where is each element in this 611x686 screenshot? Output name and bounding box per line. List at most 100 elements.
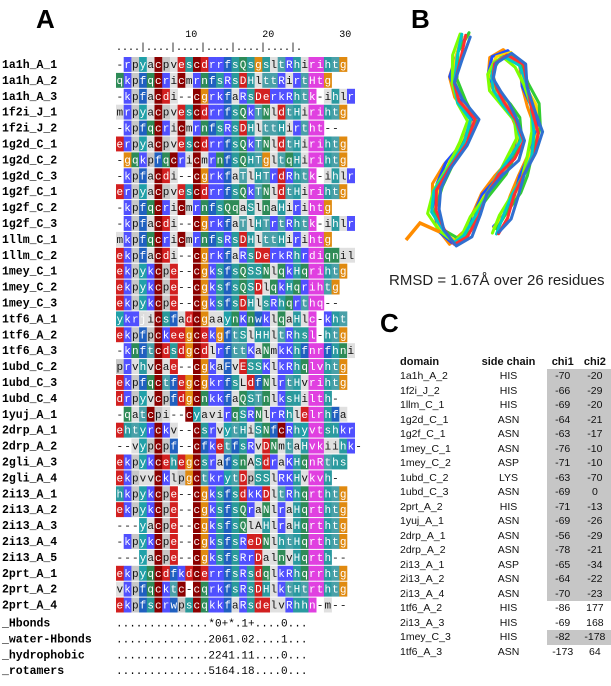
residue-cell (323, 359, 332, 374)
residue-cell (300, 375, 309, 390)
residue-cell (146, 438, 155, 454)
residue-letter: c (194, 314, 201, 326)
residue-letter: h (332, 219, 339, 231)
residue-letter: c (178, 585, 185, 597)
residue-letter: D (240, 235, 247, 247)
residue-cell (347, 422, 355, 438)
residue-letter: r (209, 140, 216, 152)
sequence-label: 1g2f_C_1 (2, 186, 57, 199)
residue-letter: H (247, 124, 254, 136)
residue-cell (270, 406, 278, 422)
residue-cell (231, 454, 240, 470)
residue-letter: q (317, 299, 324, 311)
header-chi2: chi2 (583, 355, 606, 368)
residue-letter: p (163, 537, 170, 549)
residue-letter: a (286, 505, 293, 517)
residue-letter: q (263, 569, 270, 581)
residue-letter: r (309, 569, 316, 581)
residue-cell (200, 343, 209, 359)
residue-letter: - (317, 92, 324, 104)
residue-letter: t (278, 219, 285, 231)
residue-letter: r (309, 267, 316, 279)
residue-cell (216, 597, 225, 613)
residue-cell (239, 263, 248, 279)
residue-letter: D (255, 553, 262, 565)
residue-cell (123, 454, 132, 470)
residue-letter: r (209, 219, 216, 231)
residue-cell (239, 422, 248, 438)
residue-cell (300, 104, 309, 120)
residue-cell (223, 581, 232, 597)
residue-cell (223, 534, 232, 549)
residue-letter: a (255, 346, 262, 358)
residue-letter: g (340, 537, 347, 549)
residue-letter: w (170, 601, 177, 613)
chi2-cell: -10 (578, 441, 611, 456)
residue-cell (123, 152, 132, 168)
residue-letter: c (155, 521, 162, 533)
residue-letter: r (209, 108, 216, 120)
residue-cell (262, 502, 271, 518)
residue-cell (308, 343, 317, 359)
residue-letter: h (324, 108, 331, 120)
residue-cell (293, 57, 302, 72)
residue-cell (154, 327, 163, 343)
residue-letter: r (194, 124, 201, 136)
residue-cell (185, 120, 194, 136)
residue-letter: r (163, 235, 170, 247)
annotation-label: _rotamers (1, 665, 64, 678)
residue-letter: f (224, 155, 231, 167)
residue-cell (239, 200, 248, 215)
residue-cell (246, 184, 255, 200)
residue-cell (262, 454, 271, 470)
residue-letter: r (194, 235, 201, 247)
residue-letter: g (340, 140, 347, 152)
residue-letter: Q (240, 108, 247, 120)
residue-cell (347, 88, 355, 104)
residue-cell (270, 359, 278, 374)
residue-cell (293, 104, 302, 120)
residue-letter: c (278, 426, 285, 438)
residue-cell (177, 231, 186, 247)
residue-letter: i (286, 76, 293, 88)
residue-letter: g (201, 314, 208, 326)
residue-cell (154, 184, 163, 200)
residue-cell (177, 136, 186, 152)
residue-cell (231, 200, 240, 215)
residue-cell (216, 88, 225, 104)
residue-letter: t (263, 76, 270, 88)
residue-letter: c (178, 76, 185, 88)
residue-cell (285, 406, 294, 422)
residue-letter: t (340, 314, 347, 326)
residue-letter: S (247, 267, 254, 279)
residue-letter: i (301, 394, 308, 406)
residue-letter: h (324, 140, 331, 152)
residue-cell (285, 375, 294, 390)
residue-cell (185, 104, 194, 120)
residue-cell (200, 120, 209, 136)
residue-cell (277, 581, 286, 597)
table-row: 2prt_A_2 HIS -71 -13 (400, 499, 611, 514)
residue-cell (323, 184, 332, 200)
residue-cell (270, 247, 278, 263)
residue-cell (262, 534, 271, 549)
residue-letter: R (247, 442, 254, 454)
residue-cell (331, 406, 340, 422)
residue-letter: - (186, 442, 193, 454)
residue-cell (216, 454, 225, 470)
residue-letter: f (209, 124, 216, 136)
chi1-cell: -76 (546, 441, 579, 456)
residue-letter: c (155, 569, 162, 581)
terminal-tail-trace (404, 220, 441, 242)
residue-cell (231, 518, 240, 533)
residue-letter: e (217, 442, 224, 454)
residue-cell (154, 343, 163, 359)
residue-cell (193, 343, 201, 359)
residue-letter: s (301, 330, 308, 342)
residue-letter: R (278, 473, 285, 485)
side-chain-cell: ASN (497, 587, 520, 600)
residue-letter: H (240, 426, 247, 438)
residue-letter: t (232, 426, 239, 438)
